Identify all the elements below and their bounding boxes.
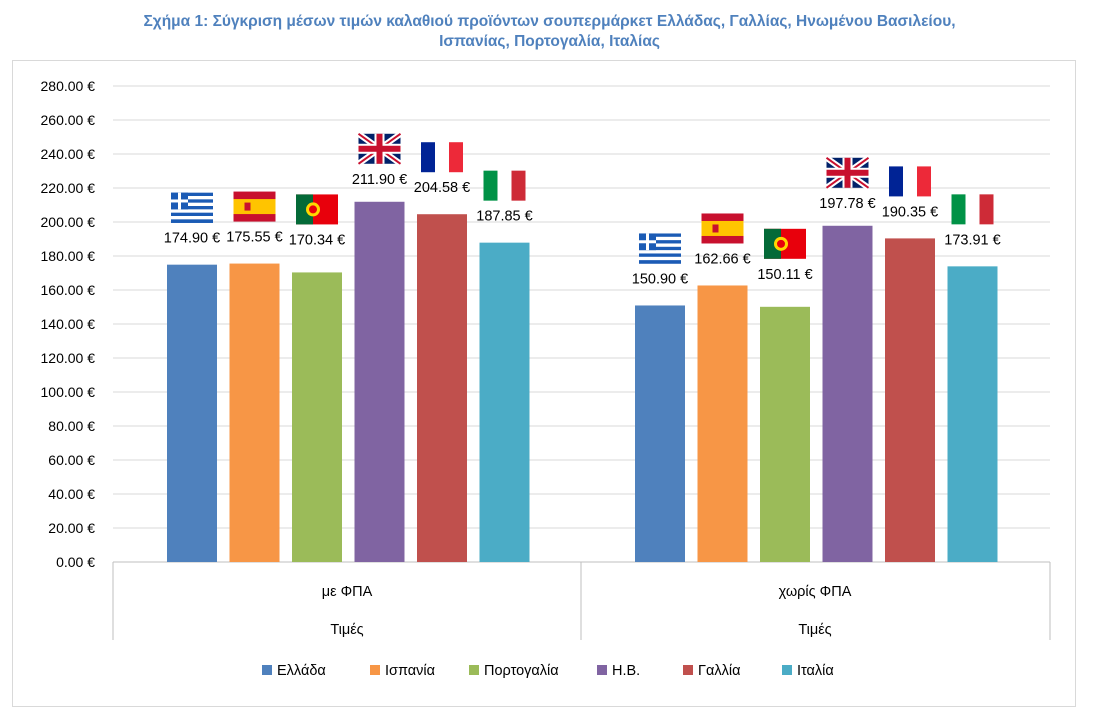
data-label: 162.66 € [694,251,750,267]
y-tick-label: 0.00 € [56,554,95,570]
legend-swatch [683,665,693,675]
y-tick-label: 280.00 € [41,78,96,94]
bar [760,306,810,562]
legend-label: Η.Β. [612,663,640,679]
y-tick-label: 240.00 € [41,146,96,162]
uk-flag-icon [356,131,403,167]
france-flag-icon [889,166,931,197]
y-tick-label: 160.00 € [41,282,96,298]
data-label: 150.90 € [632,271,688,287]
data-label: 190.35 € [882,204,938,220]
bar [635,305,685,562]
legend-label: Πορτογαλία [484,663,559,679]
y-tick-label: 100.00 € [41,384,96,400]
chart-area [12,60,1076,707]
bar [354,201,405,562]
italy-flag-icon [951,194,994,225]
chart-title-line-1: Σχήμα 1: Σύγκριση μέσων τιμών καλαθιού π… [143,13,956,30]
legend-swatch [370,665,380,675]
y-tick-label: 20.00 € [48,520,95,536]
legend-swatch [597,665,607,675]
data-label: 174.90 € [164,231,220,247]
portugal-flag-icon [296,194,338,225]
data-label: 187.85 € [476,209,532,225]
x-category-label: με ΦΠΑ [322,584,373,600]
uk-flag-icon [824,155,871,191]
bar [167,264,217,562]
y-tick-label: 260.00 € [41,112,96,128]
y-tick-label: 220.00 € [41,180,96,196]
legend-swatch [782,665,792,675]
y-tick-label: 180.00 € [41,248,96,264]
y-tick-label: 80.00 € [48,418,95,434]
portugal-flag-icon [764,228,806,259]
bar [822,225,873,563]
data-label: 175.55 € [226,230,282,246]
legend-label: Γαλλία [698,663,740,679]
bar [229,263,280,562]
y-tick-label: 40.00 € [48,486,95,502]
greece-flag-icon [639,233,681,264]
chart-title-line-2: Ισπανίας, Πορτογαλία, Ιταλίας [439,33,660,50]
bar [417,214,467,563]
x-category-label: χωρίς ΦΠΑ [779,584,852,600]
spain-flag-icon [233,191,276,222]
bar [885,238,935,562]
bar [947,266,998,562]
legend-label: Ιταλία [797,663,834,679]
data-label: 211.90 € [352,172,407,188]
y-tick-label: 140.00 € [41,316,96,332]
data-label: 150.11 € [757,267,812,283]
y-tick-label: 200.00 € [41,214,96,230]
x-group-label: Τιμές [330,622,363,638]
legend-label: Ισπανία [385,663,435,679]
bar [479,242,530,562]
data-label: 204.58 € [414,180,470,196]
y-tick-label: 60.00 € [48,452,95,468]
chart-title: Σχήμα 1: Σύγκριση μέσων τιμών καλαθιού π… [0,12,1099,52]
data-label: 170.34 € [289,232,345,248]
legend-swatch [469,665,479,675]
bar [697,285,748,562]
legend-swatch [262,665,272,675]
france-flag-icon [421,142,463,173]
y-tick-label: 120.00 € [41,350,96,366]
x-group-label: Τιμές [798,622,831,638]
spain-flag-icon [701,213,744,244]
bar [292,272,342,562]
italy-flag-icon [483,170,526,201]
greece-flag-icon [171,192,213,223]
data-label: 197.78 € [819,196,875,212]
legend-label: Ελλάδα [277,663,326,679]
data-label: 173.91 € [944,232,1000,248]
